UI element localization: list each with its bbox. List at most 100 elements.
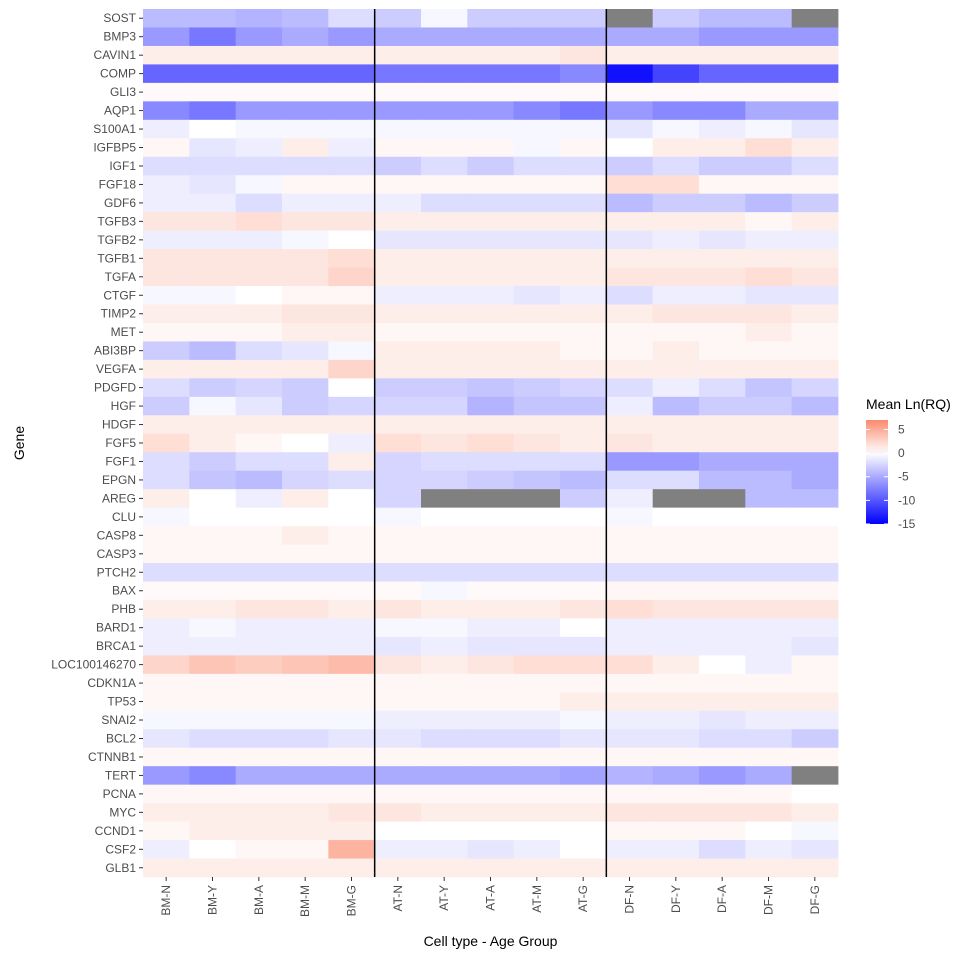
heatmap-cell-MET-DF-M bbox=[745, 322, 793, 342]
heatmap-cell-CLU-AT-G bbox=[560, 507, 607, 527]
heatmap-cell-FGF18-BM-G bbox=[328, 175, 376, 195]
heatmap-cell-BARD1-BM-M bbox=[282, 618, 329, 638]
heatmap-cell-GLI3-AT-M bbox=[513, 82, 561, 102]
y-tick-label-SNAI2: SNAI2 bbox=[101, 713, 136, 727]
heatmap-cell-GDF6-AT-Y bbox=[421, 193, 468, 213]
y-tick-label-GLI3: GLI3 bbox=[110, 85, 136, 99]
heatmap-cell-PCNA-DF-G bbox=[791, 784, 839, 804]
heatmap-cell-TERT-AT-M bbox=[513, 766, 561, 786]
heatmap-cell-S100A1-DF-N bbox=[606, 119, 654, 139]
heatmap-cell-ABI3BP-BM-N bbox=[143, 341, 190, 361]
y-tick-label-PHB: PHB bbox=[111, 602, 136, 616]
heatmap-cell-S100A1-BM-Y bbox=[189, 119, 237, 139]
y-tick-label-FGF1: FGF1 bbox=[105, 454, 136, 468]
heatmap-cell-FGF1-AT-N bbox=[374, 452, 422, 472]
heatmap-cell-AREG-DF-Y bbox=[652, 489, 700, 509]
x-tick-label-BM-Y: BM-Y bbox=[206, 885, 220, 915]
heatmap-cell-BAX-BM-A bbox=[235, 581, 283, 601]
heatmap-cell-GLB1-BM-M bbox=[282, 858, 329, 878]
heatmap-cell-GDF6-DF-A bbox=[699, 193, 746, 213]
heatmap-cell-CLU-DF-Y bbox=[652, 507, 700, 527]
heatmap-cell-TERT-DF-Y bbox=[652, 766, 700, 786]
heatmap-cell-TGFA-AT-M bbox=[513, 267, 561, 287]
heatmap-cell-PCNA-DF-A bbox=[699, 784, 746, 804]
heatmap-cell-BCL2-BM-G bbox=[328, 729, 376, 749]
heatmap-cell-SOST-DF-G bbox=[791, 9, 839, 28]
heatmap-cell-GDF6-AT-A bbox=[467, 193, 515, 213]
heatmap-cell-S100A1-DF-M bbox=[745, 119, 793, 139]
heatmap-cell-CSF2-DF-G bbox=[791, 840, 839, 859]
heatmap-cell-CTNNB1-AT-N bbox=[374, 747, 422, 767]
heatmap-cell-HDGF-AT-G bbox=[560, 415, 607, 435]
heatmap-cell-CCND1-BM-M bbox=[282, 821, 329, 841]
heatmap-cell-AREG-BM-N bbox=[143, 489, 190, 509]
heatmap-cell-PCNA-BM-Y bbox=[189, 784, 237, 804]
legend-label--15: -15 bbox=[898, 517, 916, 531]
heatmap-cell-PCNA-AT-G bbox=[560, 784, 607, 804]
heatmap-cell-TGFB2-AT-M bbox=[513, 230, 561, 250]
heatmap-cell-CCND1-DF-A bbox=[699, 821, 746, 841]
heatmap-cell-AREG-DF-G bbox=[791, 489, 839, 509]
heatmap-cell-COMP-AT-M bbox=[513, 64, 561, 84]
heatmap-cell-VEGFA-AT-G bbox=[560, 359, 607, 379]
heatmap-cell-TGFA-DF-Y bbox=[652, 267, 700, 287]
heatmap-cell-EPGN-DF-N bbox=[606, 470, 654, 490]
heatmap-cell-IGF1-AT-A bbox=[467, 156, 515, 176]
heatmap-cell-TIMP2-AT-G bbox=[560, 304, 607, 324]
heatmap-cell-CCND1-AT-A bbox=[467, 821, 515, 841]
heatmap-cell-IGFBP5-DF-N bbox=[606, 138, 654, 158]
heatmap-cell-SNAI2-BM-M bbox=[282, 710, 329, 730]
heatmap-cell-BAX-AT-A bbox=[467, 581, 515, 601]
heatmap-cell-LOC100146270-AT-G bbox=[560, 655, 607, 675]
x-tick-label-DF-A: DF-A bbox=[715, 885, 729, 913]
heatmap-cell-TGFB1-AT-M bbox=[513, 249, 561, 268]
heatmap-cell-CSF2-BM-Y bbox=[189, 840, 237, 859]
heatmap-cell-TIMP2-BM-M bbox=[282, 304, 329, 324]
heatmap-cell-BMP3-AT-N bbox=[374, 27, 422, 47]
heatmap-cell-TGFB1-AT-N bbox=[374, 249, 422, 268]
heatmap-cell-PHB-BM-G bbox=[328, 599, 376, 619]
y-tick-label-MYC: MYC bbox=[109, 805, 136, 819]
heatmap-cell-PTCH2-BM-Y bbox=[189, 563, 237, 582]
heatmap-cell-EPGN-AT-M bbox=[513, 470, 561, 490]
heatmap-cell-MET-BM-Y bbox=[189, 322, 237, 342]
heatmap-cell-PDGFD-DF-N bbox=[606, 378, 654, 398]
heatmap-cell-COMP-BM-G bbox=[328, 64, 376, 84]
heatmap-cell-CASP3-BM-A bbox=[235, 544, 283, 564]
heatmap-cell-GLB1-BM-Y bbox=[189, 858, 237, 878]
heatmap-cell-TP53-AT-N bbox=[374, 692, 422, 712]
heatmap-cell-BAX-DF-M bbox=[745, 581, 793, 601]
heatmap-cell-PDGFD-BM-Y bbox=[189, 378, 237, 398]
heatmap-cell-CTGF-BM-G bbox=[328, 286, 376, 305]
heatmap-cell-BRCA1-BM-N bbox=[143, 636, 190, 656]
y-tick-label-FGF5: FGF5 bbox=[105, 436, 136, 450]
heatmap-cell-S100A1-DF-Y bbox=[652, 119, 700, 139]
heatmap-cell-MET-AT-Y bbox=[421, 322, 468, 342]
heatmap-cell-CDKN1A-BM-N bbox=[143, 673, 190, 693]
heatmap-cell-FGF18-AT-M bbox=[513, 175, 561, 195]
heatmap-cell-HDGF-DF-A bbox=[699, 415, 746, 435]
y-tick-label-CASP8: CASP8 bbox=[97, 528, 137, 542]
heatmap-cell-LOC100146270-DF-A bbox=[699, 655, 746, 675]
heatmap-cell-FGF18-BM-M bbox=[282, 175, 329, 195]
heatmap-cell-TERT-DF-G bbox=[791, 766, 839, 786]
heatmap-cell-TGFA-AT-A bbox=[467, 267, 515, 287]
heatmap-cell-CASP3-BM-M bbox=[282, 544, 329, 564]
heatmap-cell-TP53-AT-M bbox=[513, 692, 561, 712]
heatmap-cell-CDKN1A-DF-N bbox=[606, 673, 654, 693]
heatmap-cell-VEGFA-BM-A bbox=[235, 359, 283, 379]
heatmap-cell-CLU-DF-N bbox=[606, 507, 654, 527]
legend-colorbar bbox=[866, 420, 888, 524]
heatmap-cell-PHB-BM-Y bbox=[189, 599, 237, 619]
heatmap-cell-GDF6-AT-N bbox=[374, 193, 422, 213]
heatmap-cell-CDKN1A-AT-Y bbox=[421, 673, 468, 693]
heatmap-cell-SOST-BM-N bbox=[143, 9, 190, 28]
heatmap-cell-PHB-AT-A bbox=[467, 599, 515, 619]
heatmap-cell-FGF5-DF-G bbox=[791, 433, 839, 453]
heatmap-cell-CAVIN1-DF-M bbox=[745, 45, 793, 65]
heatmap-cell-FGF18-DF-M bbox=[745, 175, 793, 195]
x-tick-label-AT-Y: AT-Y bbox=[437, 885, 451, 911]
heatmap-cell-GLB1-DF-Y bbox=[652, 858, 700, 878]
heatmap-cell-AREG-AT-G bbox=[560, 489, 607, 509]
heatmap-cell-FGF18-AT-N bbox=[374, 175, 422, 195]
